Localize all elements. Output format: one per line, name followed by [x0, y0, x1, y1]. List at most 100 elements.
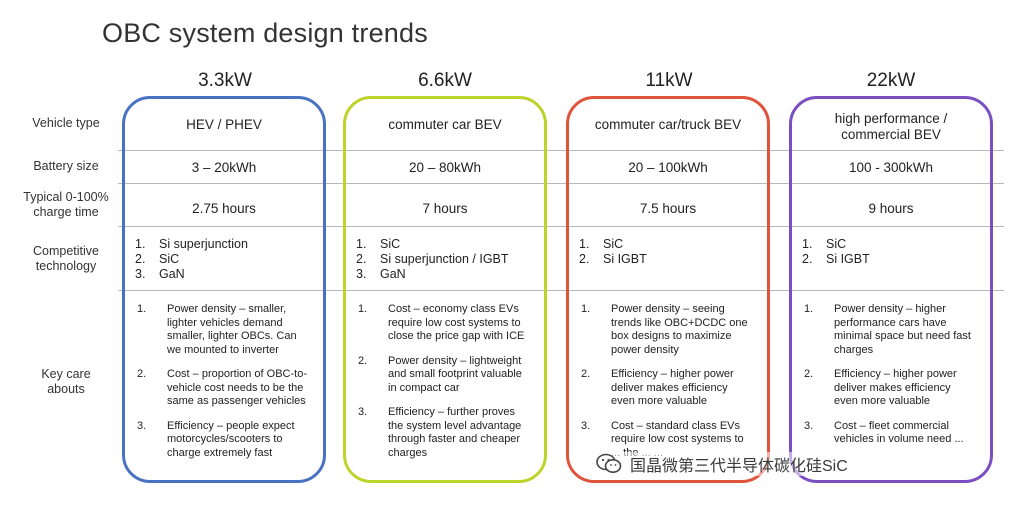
competitive-technology-list: 1. SiC 2. Si IGBT — [802, 237, 870, 267]
key-care-list: 1. Power density – higher performance car… — [802, 303, 976, 458]
list-item: 3. Efficiency – people expect motorcycles… — [135, 420, 309, 461]
power-rating-11kw: 11kW — [645, 70, 693, 91]
list-item: 3. Cost – fleet commercial vehicles in vo… — [802, 420, 976, 447]
list-item: 2. Power density – lightweight and small … — [356, 355, 530, 396]
list-item-number: 1. — [804, 303, 814, 315]
list-item-number: 2. — [358, 354, 368, 367]
column-22kw: high performance / commercial BEV 100 - … — [789, 96, 993, 483]
list-item-text: Cost – economy class EVs require low cos… — [388, 303, 525, 342]
competitive-technology-list: 1. Si superjunction 2. SiC 3. GaN — [135, 237, 248, 282]
list-item-text: Power density – lightweight and small fo… — [388, 354, 522, 394]
list-item: 1. Power density – higher performance car… — [802, 303, 976, 357]
list-item: 1. SiC — [356, 237, 509, 252]
list-item: 1. Si superjunction — [135, 237, 248, 252]
list-item-text: Si IGBT — [603, 252, 647, 266]
list-item-number: 1. — [581, 303, 591, 315]
list-item-text: GaN — [159, 267, 185, 281]
watermark-text: 国晶微第三代半导体碳化硅SiC — [630, 458, 848, 475]
vehicle-type: commuter car/truck BEV — [594, 117, 742, 132]
competitive-technology-list: 1. SiC 2. Si IGBT — [579, 237, 647, 267]
battery-size: 3 – 20kWh — [191, 160, 257, 175]
list-item: 2. Si IGBT — [802, 252, 870, 267]
row-label-battery-size: Battery size — [33, 159, 99, 173]
list-item: 1. Cost – economy class EVs require low c… — [356, 303, 530, 344]
list-item-number: 1. — [356, 237, 367, 251]
competitive-technology-list: 1. SiC 2. Si superjunction / IGBT 3. GaN — [356, 237, 509, 282]
list-item-text: Power density – higher performance cars … — [834, 303, 971, 356]
list-item-number: 3. — [135, 267, 146, 281]
key-care-list: 1. Cost – economy class EVs require low c… — [356, 303, 530, 471]
wechat-icon — [596, 453, 622, 473]
list-item-text: Cost – fleet commercial vehicles in volu… — [834, 419, 964, 446]
row-divider — [118, 150, 1004, 151]
list-item: 2. SiC — [135, 252, 248, 267]
list-item: 1. Power density – seeing trends like OBC… — [579, 303, 753, 357]
list-item-text: Si IGBT — [826, 252, 870, 266]
watermark: 国晶微第三代半导体碳化硅SiC — [596, 452, 848, 476]
row-label-charge-time: Typical 0-100% charge time — [23, 190, 109, 219]
key-care-list: 1. Power density – seeing trends like OBC… — [579, 303, 753, 471]
list-item-number: 3. — [804, 419, 814, 432]
row-divider — [118, 183, 1004, 184]
list-item: 2. Si IGBT — [579, 252, 647, 267]
list-item-number: 1. — [802, 237, 813, 251]
list-item-text: SiC — [380, 237, 401, 251]
key-care-list: 1. Power density – smaller, lighter vehic… — [135, 303, 309, 471]
list-item-number: 1. — [137, 303, 147, 315]
list-item: 2. Cost – proportion of OBC-to-vehicle co… — [135, 368, 309, 409]
row-label-key-care-abouts: Key care abouts — [41, 367, 91, 396]
battery-size: 20 – 80kWh — [408, 160, 482, 175]
list-item-text: SiC — [826, 237, 847, 251]
list-item: 3. GaN — [356, 267, 509, 282]
charge-time: 9 hours — [868, 201, 914, 216]
list-item-number: 2. — [137, 368, 147, 380]
list-item-text: Power density – seeing trends like OBC+D… — [611, 303, 748, 356]
list-item: 2. Efficiency – higher power deliver make… — [802, 368, 976, 409]
list-item-number: 1. — [579, 237, 590, 251]
list-item-number: 2. — [802, 252, 813, 266]
column-11kw: commuter car/truck BEV 20 – 100kWh 7.5 h… — [566, 96, 770, 483]
vehicle-type: high performance / commercial BEV — [834, 111, 948, 142]
row-divider — [118, 290, 1004, 291]
list-item: 3. Efficiency – further proves the system… — [356, 406, 530, 460]
list-item-text: Efficiency – people expect motorcycles/s… — [167, 419, 295, 459]
list-item-text: Cost – proportion of OBC-to-vehicle cost… — [167, 368, 308, 407]
list-item-text: Efficiency – higher power deliver makes … — [611, 368, 734, 407]
list-item-number: 3. — [581, 419, 591, 432]
charge-time: 7 hours — [422, 201, 468, 216]
list-item-text: Power density – smaller, lighter vehicle… — [167, 303, 297, 356]
list-item-text: GaN — [380, 267, 406, 281]
list-item-number: 1. — [358, 303, 368, 315]
page-title: OBC system design trends — [102, 18, 428, 48]
vehicle-type: commuter car BEV — [388, 117, 502, 132]
row-label-vehicle-type: Vehicle type — [32, 116, 100, 130]
list-item-number: 2. — [581, 368, 591, 380]
power-rating-3-3kw: 3.3kW — [198, 70, 252, 91]
list-item-number: 3. — [137, 419, 147, 432]
list-item-text: Si superjunction — [159, 237, 248, 251]
list-item: 1. Power density – smaller, lighter vehic… — [135, 303, 309, 357]
charge-time: 2.75 hours — [192, 201, 256, 216]
row-divider — [118, 226, 1004, 227]
battery-size: 20 – 100kWh — [628, 160, 708, 175]
list-item-number: 2. — [804, 368, 814, 380]
list-item-number: 2. — [135, 252, 146, 266]
charge-time: 7.5 hours — [639, 201, 697, 216]
row-label-competitive-technology: Competitive technology — [33, 244, 99, 273]
power-rating-22kw: 22kW — [866, 70, 916, 91]
vehicle-type: HEV / PHEV — [186, 117, 262, 132]
list-item-text: Efficiency – higher power deliver makes … — [834, 368, 957, 407]
column-3-3kw: HEV / PHEV 3 – 20kWh 2.75 hours 1. Si sup… — [122, 96, 326, 483]
column-6-6kw: commuter car BEV 20 – 80kWh 7 hours 1. Si… — [343, 96, 547, 483]
list-item-number: 3. — [356, 267, 367, 281]
list-item-number: 2. — [579, 252, 590, 266]
list-item: 2. Si superjunction / IGBT — [356, 252, 509, 267]
list-item: 1. SiC — [579, 237, 647, 252]
list-item: 3. GaN — [135, 267, 248, 282]
list-item-text: SiC — [159, 252, 180, 266]
list-item-text: Efficiency – further proves the system l… — [388, 406, 522, 459]
list-item-text: Si superjunction / IGBT — [380, 252, 509, 266]
list-item: 1. SiC — [802, 237, 870, 252]
list-item-number: 2. — [356, 252, 367, 266]
list-item: 2. Efficiency – higher power deliver make… — [579, 368, 753, 409]
